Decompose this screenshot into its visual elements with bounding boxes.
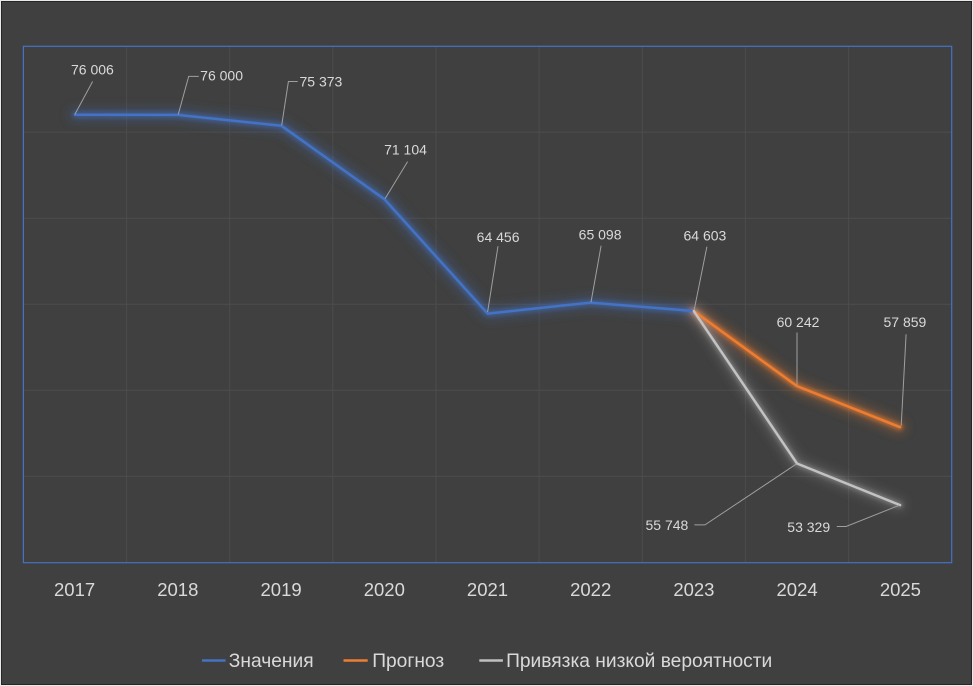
svg-text:2025: 2025 xyxy=(880,579,921,600)
svg-text:2023: 2023 xyxy=(673,579,714,600)
svg-text:60 242: 60 242 xyxy=(777,314,820,330)
svg-text:2024: 2024 xyxy=(777,579,818,600)
svg-text:55 748: 55 748 xyxy=(645,517,688,533)
svg-text:57 859: 57 859 xyxy=(883,314,926,330)
svg-text:2020: 2020 xyxy=(364,579,405,600)
svg-text:2021: 2021 xyxy=(467,579,508,600)
svg-text:64 603: 64 603 xyxy=(683,228,726,244)
svg-text:76 006: 76 006 xyxy=(71,62,114,78)
svg-text:2017: 2017 xyxy=(54,579,95,600)
svg-text:76 000: 76 000 xyxy=(200,68,243,84)
svg-text:2019: 2019 xyxy=(261,579,302,600)
svg-text:Значения: Значения xyxy=(229,651,314,672)
svg-text:65 098: 65 098 xyxy=(579,227,622,243)
svg-text:64 456: 64 456 xyxy=(477,229,520,245)
svg-text:2018: 2018 xyxy=(157,579,198,600)
svg-text:2022: 2022 xyxy=(570,579,611,600)
svg-text:Прогноз: Прогноз xyxy=(372,651,444,672)
svg-text:75 373: 75 373 xyxy=(299,74,342,90)
svg-text:Привязка низкой вероятности: Привязка низкой вероятности xyxy=(506,651,772,672)
svg-text:53 329: 53 329 xyxy=(787,519,830,535)
svg-text:71 104: 71 104 xyxy=(384,142,427,158)
